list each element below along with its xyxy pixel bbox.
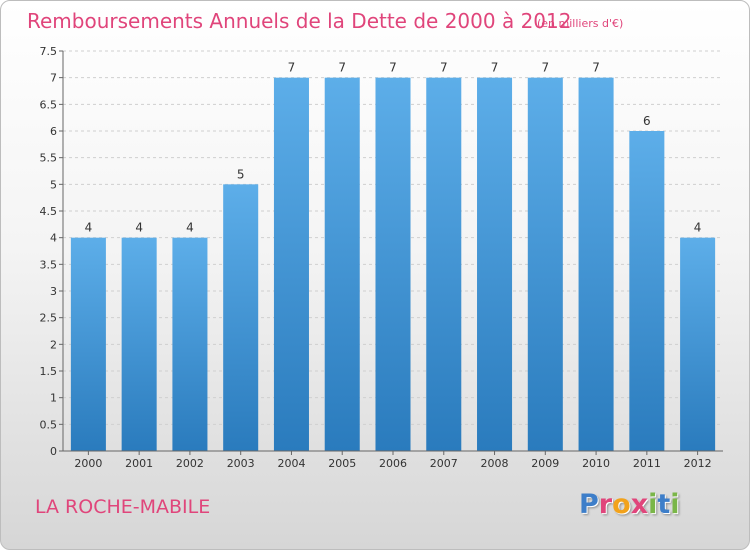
bar-value-label: 7 <box>491 61 499 75</box>
bar <box>375 77 411 452</box>
x-tick-label: 2000 <box>74 457 102 470</box>
x-tick-label: 2004 <box>277 457 305 470</box>
chart-title: Remboursements Annuels de la Dette de 20… <box>27 9 571 33</box>
bar <box>121 237 157 451</box>
x-tick-label: 2010 <box>582 457 610 470</box>
y-tick-label: 1 <box>50 392 57 405</box>
bar-value-label: 4 <box>135 221 143 235</box>
bar-value-label: 5 <box>237 167 245 181</box>
y-tick-label: 0.5 <box>40 418 58 431</box>
y-tick-label: 1.5 <box>40 365 58 378</box>
x-tick-label: 2003 <box>227 457 255 470</box>
logo-letter: r <box>598 489 613 520</box>
bar-value-label: 7 <box>389 61 397 75</box>
y-tick-label: 3 <box>50 285 57 298</box>
x-tick-label: 2011 <box>633 457 661 470</box>
bar-value-label: 4 <box>85 221 93 235</box>
y-tick-label: 2 <box>50 338 57 351</box>
bar <box>629 131 665 451</box>
x-tick-label: 2007 <box>430 457 458 470</box>
chart-subtitle: (en milliers d'€) <box>537 17 623 30</box>
logo-letter: t <box>657 489 671 520</box>
bar <box>324 77 360 452</box>
bars <box>70 77 716 452</box>
commune-name: LA ROCHE-MABILE <box>35 496 211 518</box>
bar <box>172 237 208 451</box>
logo-letter: P <box>579 489 599 520</box>
x-tick-label: 2008 <box>481 457 509 470</box>
y-tick-label: 7 <box>50 72 57 85</box>
bar-value-label: 7 <box>541 61 549 75</box>
bar <box>426 77 462 452</box>
logo-letter: i <box>648 489 658 520</box>
x-tick-label: 2006 <box>379 457 407 470</box>
bar-value-label: 4 <box>186 221 194 235</box>
axes: 0 0.5 1 1.5 2 2.5 3 3.5 4 4.5 5 5.5 6 6.5 7 7.5 2000 2001… <box>40 45 723 470</box>
bar <box>527 77 563 452</box>
y-tick-label: 6.5 <box>40 98 58 111</box>
bar <box>578 77 614 452</box>
y-tick-label: 6 <box>50 125 57 138</box>
bar <box>273 77 309 452</box>
bar <box>223 184 259 452</box>
bar-value-label: 7 <box>338 61 346 75</box>
logo-letter: i <box>670 489 680 520</box>
y-tick-label: 5 <box>50 178 57 191</box>
bar-value-label: 7 <box>440 61 448 75</box>
bar <box>680 237 716 451</box>
logo-letter: x <box>630 489 649 520</box>
y-tick-label: 0 <box>50 445 57 458</box>
y-tick-label: 5.5 <box>40 152 58 165</box>
y-tick-label: 2.5 <box>40 312 58 325</box>
bar <box>70 237 106 451</box>
y-tick-label: 7.5 <box>40 45 58 58</box>
bar-value-label: 7 <box>288 61 296 75</box>
x-tick-label: 2001 <box>125 457 153 470</box>
y-tick-label: 4.5 <box>40 205 58 218</box>
bar-value-label: 7 <box>592 61 600 75</box>
logo-letter: o <box>612 489 631 520</box>
bar <box>477 77 513 452</box>
bar-value-label: 4 <box>694 221 702 235</box>
y-tick-label: 3.5 <box>40 258 58 271</box>
x-tick-label: 2009 <box>531 457 559 470</box>
x-tick-label: 2002 <box>176 457 204 470</box>
proxiti-logo: Proxiti <box>579 489 680 520</box>
bar-value-label: 6 <box>643 114 651 128</box>
x-tick-label: 2012 <box>684 457 712 470</box>
x-tick-label: 2005 <box>328 457 356 470</box>
y-tick-label: 4 <box>50 232 57 245</box>
labels: 4 4 4 5 7 7 7 7 7 7 7 6 4 <box>85 61 702 235</box>
